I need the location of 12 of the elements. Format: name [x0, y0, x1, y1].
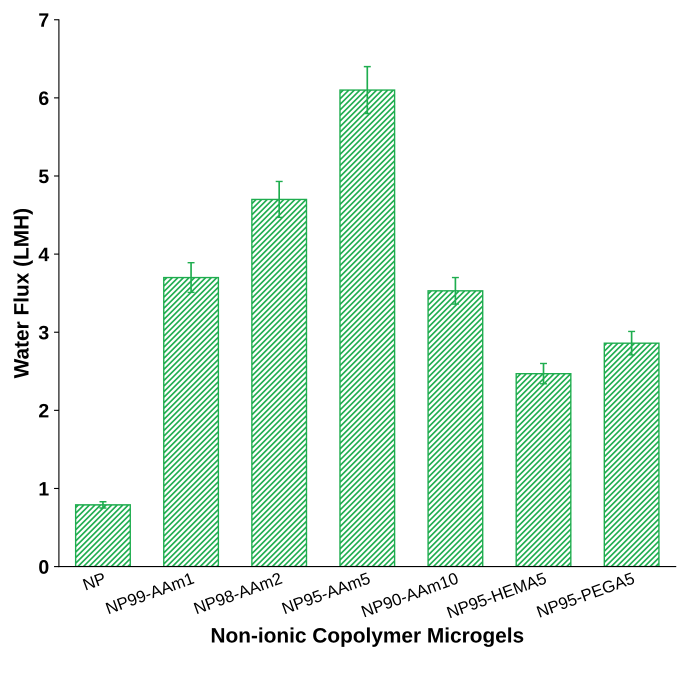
y-tick-label: 3 [38, 326, 48, 340]
y-axis-title: Water Flux (LMH) [13, 208, 33, 378]
x-tick-label: NP [82, 572, 106, 590]
y-tick-label: 0 [39, 560, 48, 574]
x-axis-title: Non-ionic Copolymer Microgels [212, 627, 524, 647]
bar [74, 504, 131, 567]
y-tick-label: 1 [40, 482, 49, 496]
y-tick-label: 5 [38, 170, 49, 184]
y-tick-label: 2 [39, 404, 48, 418]
y-tick-label: 7 [39, 13, 48, 27]
y-tick-label: 4 [38, 248, 50, 262]
y-tick-label: 6 [39, 91, 48, 106]
